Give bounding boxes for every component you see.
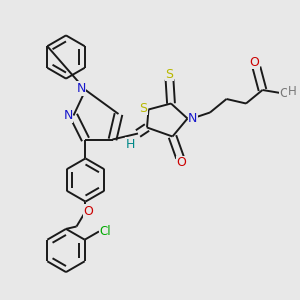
Text: O: O: [84, 205, 93, 218]
Text: O: O: [279, 86, 289, 100]
Text: S: S: [166, 68, 173, 81]
Text: N: N: [63, 109, 73, 122]
Text: N: N: [188, 112, 198, 125]
Text: H: H: [287, 85, 296, 98]
Text: Cl: Cl: [100, 225, 111, 238]
Text: S: S: [139, 101, 147, 115]
Text: N: N: [76, 82, 86, 95]
Text: O: O: [177, 156, 186, 170]
Text: O: O: [249, 56, 259, 69]
Text: H: H: [126, 137, 135, 151]
